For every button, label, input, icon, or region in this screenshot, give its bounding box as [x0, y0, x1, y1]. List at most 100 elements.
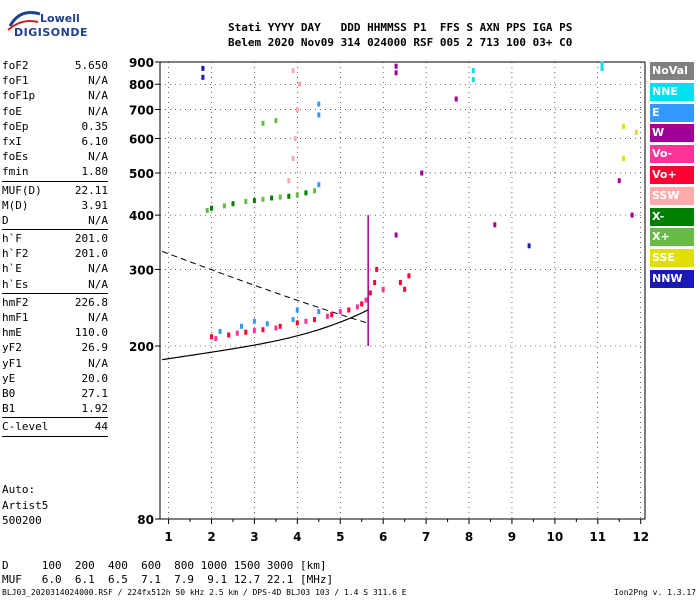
x-tick-label: 11 — [589, 530, 606, 544]
param-value: 27.1 — [81, 386, 109, 400]
x-tick-label: 6 — [379, 530, 387, 544]
y-tick-label: 200 — [129, 340, 154, 354]
param-value: 20.0 — [81, 371, 109, 385]
param-label: h`Es — [2, 277, 29, 291]
data-point-vo — [295, 320, 299, 326]
data-point-x — [270, 195, 274, 201]
param-label: hmF1 — [2, 311, 29, 324]
x-tick-label: 9 — [508, 530, 516, 544]
data-point-vo — [330, 312, 334, 318]
scaled-parameters-panel: foF2 5.650 foF1 N/A foF1p N/A foE N/A foEp 0.35 fx… — [2, 58, 108, 438]
param-row: fmin 1.80 — [2, 164, 108, 179]
x-tick-label: 7 — [422, 530, 430, 544]
x-tick-label: 1 — [164, 530, 172, 544]
param-label: hmE — [2, 326, 22, 340]
param-label: M(D) — [2, 198, 29, 212]
station-header: Stati YYYY DAY DDD HHMMSS P1 FFS S AXN P… — [228, 20, 572, 50]
x-tick-label: 4 — [293, 530, 301, 544]
data-point-ssw — [295, 107, 299, 112]
data-point-w — [394, 63, 398, 69]
param-label: h`F — [2, 232, 22, 246]
true-height-profile — [162, 309, 369, 361]
param-row: foF1p N/A — [2, 88, 108, 103]
data-point-vo — [364, 297, 368, 303]
param-label: C-level — [2, 420, 49, 434]
legend-entry: NoVal — [650, 62, 694, 80]
param-row: h`Es N/A — [2, 277, 108, 292]
data-point-vo — [398, 280, 402, 285]
data-point-ssw — [293, 136, 297, 142]
param-label: fmin — [2, 165, 29, 179]
param-value: 6.10 — [81, 134, 109, 148]
data-point-vo — [244, 329, 248, 335]
param-value: N/A — [88, 74, 108, 88]
data-point-vo — [373, 280, 377, 285]
data-point-w — [394, 70, 398, 76]
param-value: N/A — [88, 104, 108, 118]
param-value: 3.91 — [81, 198, 109, 212]
data-point-x — [313, 188, 316, 194]
x-tick-label: 3 — [250, 530, 258, 544]
data-point-vo — [347, 307, 351, 313]
param-value: 26.9 — [81, 341, 109, 355]
logo-line1: Lowell — [40, 12, 80, 25]
y-tick-label: 700 — [129, 103, 154, 117]
param-row: D N/A — [2, 213, 108, 228]
y-tick-label: 400 — [129, 209, 154, 223]
param-label: yF1 — [2, 356, 22, 370]
data-point-x — [295, 192, 299, 198]
param-row: M(D) 3.91 — [2, 198, 108, 213]
data-point-x — [278, 194, 282, 200]
param-value: 1.80 — [81, 165, 109, 179]
data-point-nne — [600, 65, 604, 71]
logo-line2: DIGISONDE — [14, 26, 88, 39]
legend-entry: NNE — [650, 82, 694, 101]
data-point-w — [454, 96, 458, 102]
data-point-e — [218, 329, 222, 334]
y-tick-label: 500 — [129, 167, 154, 181]
data-point-ssw — [291, 156, 295, 161]
legend-entry: Vo- — [650, 145, 694, 164]
y-tick-label: 800 — [129, 78, 154, 92]
data-point-ssw — [287, 178, 291, 184]
param-value: 0.35 — [81, 119, 109, 133]
legend-entry: W — [650, 124, 694, 143]
data-point-x — [274, 118, 278, 124]
param-row: fxI 6.10 — [2, 134, 108, 149]
data-point-nne — [471, 77, 475, 83]
param-value: 110.0 — [74, 326, 108, 340]
data-point-e — [295, 307, 299, 313]
param-label: foEs — [2, 150, 29, 164]
param-value: N/A — [88, 277, 108, 291]
param-label: yE — [2, 371, 16, 385]
param-value: 1.92 — [81, 402, 109, 416]
logo-swoosh-icon — [7, 11, 41, 31]
data-point-x — [210, 205, 213, 211]
data-point-nnw — [201, 74, 205, 80]
distance-muf-table: D 100 200 400 600 800 1000 1500 3000 [km… — [2, 559, 333, 587]
param-label: foF2 — [2, 59, 29, 72]
data-point-vo — [325, 313, 329, 319]
data-point-x — [231, 201, 235, 207]
data-point-w — [394, 232, 398, 238]
x-tick-label: 8 — [465, 530, 473, 544]
file-info-footer: BLJ03_2020314024000.RSF / 224fx512h 50 k… — [2, 588, 407, 597]
param-label: D — [2, 213, 9, 227]
param-value: 201.0 — [74, 232, 108, 246]
param-separator — [2, 292, 108, 294]
param-row: foF2 5.650 — [2, 58, 108, 73]
param-value: N/A — [88, 213, 108, 227]
param-row: MUF(D) 22.11 — [2, 183, 108, 198]
data-point-ssw — [291, 68, 295, 74]
data-point-vo — [338, 309, 342, 315]
y-tick-label: 80 — [137, 513, 154, 527]
param-row: yF2 26.9 — [2, 340, 108, 355]
param-row: foE N/A — [2, 104, 108, 119]
data-point-nnw — [201, 65, 205, 71]
param-value: 44 — [94, 420, 108, 434]
param-row: h`F 201.0 — [2, 231, 108, 246]
param-value: 5.650 — [74, 59, 108, 72]
param-separator — [2, 435, 108, 437]
data-point-e — [317, 182, 321, 188]
